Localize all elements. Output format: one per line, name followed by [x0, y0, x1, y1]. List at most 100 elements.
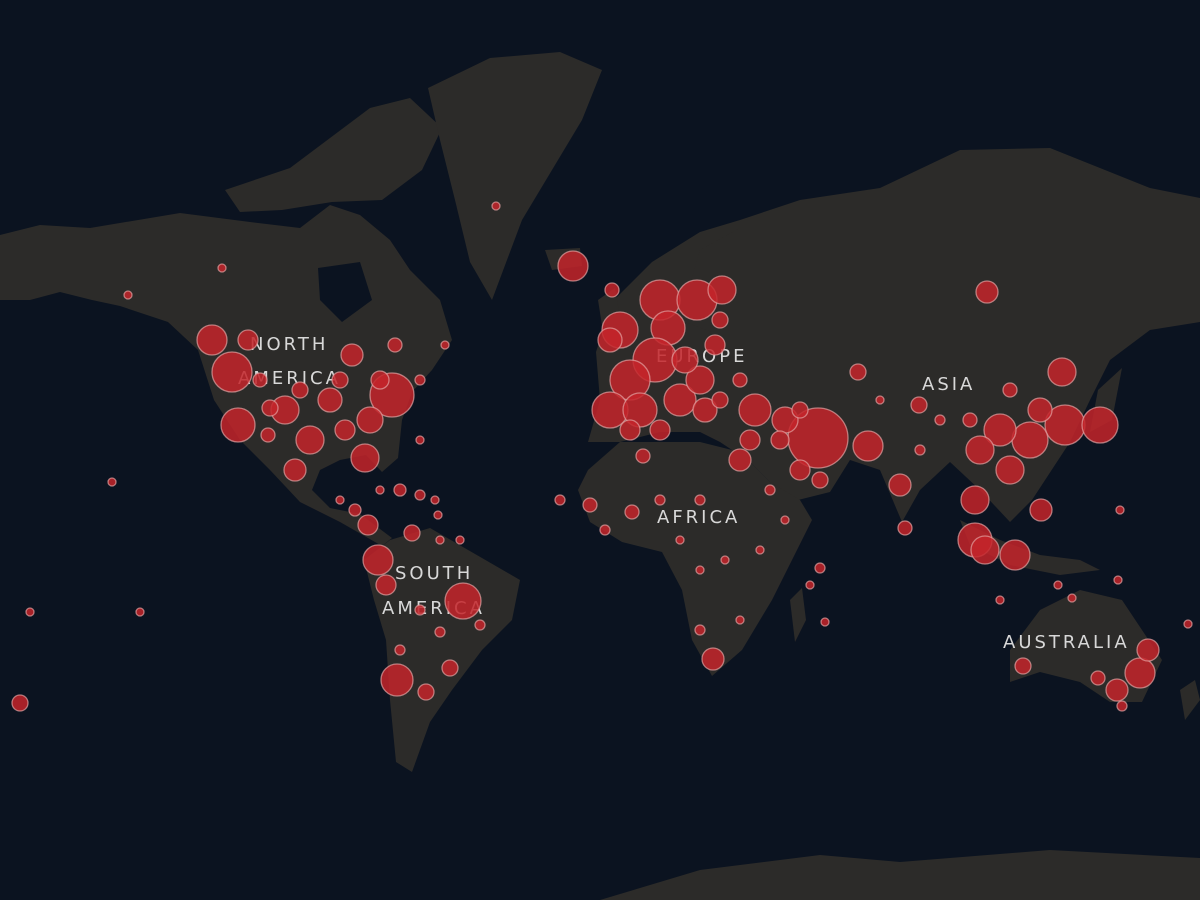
- case-marker[interactable]: [1027, 397, 1053, 423]
- case-marker[interactable]: [852, 430, 884, 462]
- case-marker[interactable]: [995, 455, 1025, 485]
- case-marker[interactable]: [1115, 505, 1125, 515]
- case-marker[interactable]: [739, 429, 761, 451]
- case-marker[interactable]: [455, 535, 465, 545]
- case-marker[interactable]: [962, 412, 978, 428]
- case-marker[interactable]: [335, 495, 345, 505]
- case-marker[interactable]: [415, 435, 425, 445]
- case-marker[interactable]: [694, 624, 706, 636]
- case-marker[interactable]: [11, 694, 29, 712]
- case-marker[interactable]: [393, 483, 407, 497]
- case-marker[interactable]: [671, 346, 699, 374]
- case-marker[interactable]: [25, 607, 35, 617]
- case-marker[interactable]: [375, 574, 397, 596]
- case-marker[interactable]: [433, 510, 443, 520]
- case-marker[interactable]: [348, 503, 362, 517]
- case-marker[interactable]: [217, 263, 227, 273]
- case-marker[interactable]: [738, 393, 772, 427]
- case-marker[interactable]: [1105, 678, 1129, 702]
- case-marker[interactable]: [357, 514, 379, 536]
- case-marker[interactable]: [237, 329, 259, 351]
- case-marker[interactable]: [934, 414, 946, 426]
- case-marker[interactable]: [414, 489, 426, 501]
- case-marker[interactable]: [1014, 657, 1032, 675]
- case-marker[interactable]: [910, 396, 928, 414]
- case-marker[interactable]: [805, 580, 815, 590]
- case-marker[interactable]: [728, 448, 752, 472]
- case-marker[interactable]: [414, 374, 426, 386]
- case-marker[interactable]: [1090, 670, 1106, 686]
- case-marker[interactable]: [557, 250, 589, 282]
- case-marker[interactable]: [444, 582, 482, 620]
- case-marker[interactable]: [780, 515, 790, 525]
- case-marker[interactable]: [1053, 580, 1063, 590]
- case-marker[interactable]: [791, 401, 809, 419]
- case-marker[interactable]: [417, 683, 435, 701]
- case-marker[interactable]: [849, 363, 867, 381]
- case-marker[interactable]: [252, 372, 268, 388]
- case-marker[interactable]: [260, 427, 276, 443]
- case-marker[interactable]: [597, 327, 623, 353]
- case-marker[interactable]: [441, 659, 459, 677]
- case-marker[interactable]: [370, 370, 390, 390]
- case-marker[interactable]: [711, 311, 729, 329]
- case-marker[interactable]: [387, 337, 403, 353]
- case-marker[interactable]: [340, 343, 364, 367]
- case-marker[interactable]: [875, 395, 885, 405]
- case-marker[interactable]: [1113, 575, 1123, 585]
- case-markers[interactable]: [11, 201, 1193, 712]
- case-marker[interactable]: [1002, 382, 1018, 398]
- case-marker[interactable]: [704, 334, 726, 356]
- case-marker[interactable]: [554, 494, 566, 506]
- case-marker[interactable]: [635, 448, 651, 464]
- case-marker[interactable]: [394, 644, 406, 656]
- case-marker[interactable]: [764, 484, 776, 496]
- case-marker[interactable]: [735, 615, 745, 625]
- case-marker[interactable]: [707, 275, 737, 305]
- case-marker[interactable]: [123, 290, 133, 300]
- case-marker[interactable]: [430, 495, 440, 505]
- case-marker[interactable]: [604, 282, 620, 298]
- case-marker[interactable]: [434, 626, 446, 638]
- case-marker[interactable]: [675, 535, 685, 545]
- case-marker[interactable]: [720, 555, 730, 565]
- case-marker[interactable]: [770, 430, 790, 450]
- case-marker[interactable]: [220, 407, 256, 443]
- case-marker[interactable]: [663, 383, 697, 417]
- case-marker[interactable]: [995, 595, 1005, 605]
- case-marker[interactable]: [897, 520, 913, 536]
- case-marker[interactable]: [440, 340, 450, 350]
- case-marker[interactable]: [435, 535, 445, 545]
- case-marker[interactable]: [701, 647, 725, 671]
- case-marker[interactable]: [403, 524, 421, 542]
- case-marker[interactable]: [295, 425, 325, 455]
- case-marker[interactable]: [380, 663, 414, 697]
- case-marker[interactable]: [649, 419, 671, 441]
- case-marker[interactable]: [624, 504, 640, 520]
- case-marker[interactable]: [814, 562, 826, 574]
- case-marker[interactable]: [261, 399, 279, 417]
- case-marker[interactable]: [692, 397, 718, 423]
- case-marker[interactable]: [1183, 619, 1193, 629]
- case-marker[interactable]: [888, 473, 912, 497]
- case-marker[interactable]: [694, 494, 706, 506]
- case-marker[interactable]: [491, 201, 501, 211]
- case-marker[interactable]: [350, 443, 380, 473]
- case-marker[interactable]: [695, 565, 705, 575]
- case-marker[interactable]: [1124, 657, 1156, 689]
- case-marker[interactable]: [685, 365, 715, 395]
- case-marker[interactable]: [1136, 638, 1160, 662]
- case-marker[interactable]: [135, 607, 145, 617]
- case-marker[interactable]: [362, 544, 394, 576]
- case-marker[interactable]: [965, 435, 995, 465]
- case-marker[interactable]: [732, 372, 748, 388]
- case-marker[interactable]: [283, 458, 307, 482]
- case-marker[interactable]: [711, 391, 729, 409]
- case-marker[interactable]: [211, 351, 253, 393]
- case-marker[interactable]: [811, 471, 829, 489]
- case-marker[interactable]: [975, 280, 999, 304]
- case-marker[interactable]: [1011, 421, 1049, 459]
- case-marker[interactable]: [970, 535, 1000, 565]
